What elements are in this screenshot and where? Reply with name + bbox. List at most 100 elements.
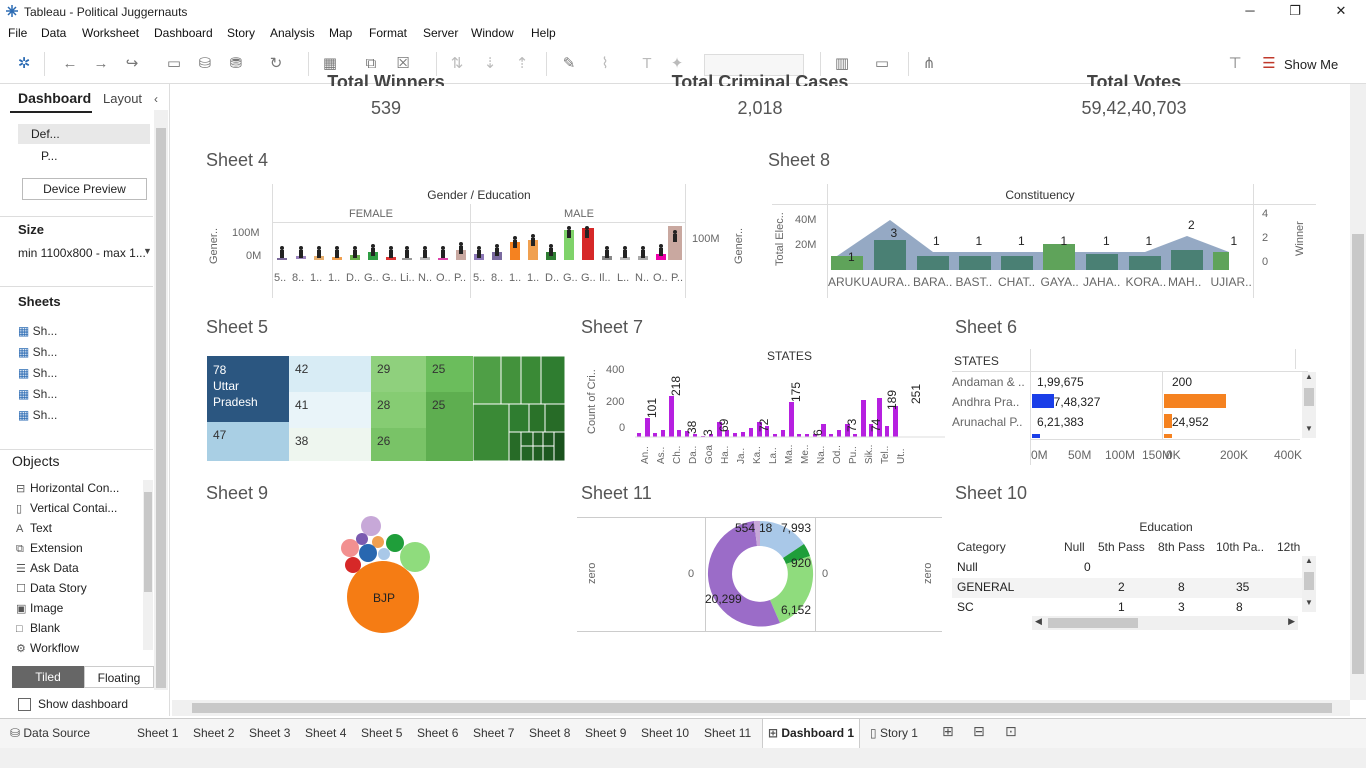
sheet10-hscroll[interactable]: ◀ ▶	[1032, 616, 1298, 630]
treemap-cell[interactable]: 25	[426, 356, 473, 392]
object-item[interactable]: ☐ Data Story	[16, 581, 87, 595]
menu-format[interactable]: Format	[369, 26, 408, 40]
new-worksheet-icon[interactable]: ▦	[322, 55, 338, 72]
dashboard-hscroll[interactable]	[172, 700, 1350, 716]
sheet6-scrollbar[interactable]: ▲ ▼	[1302, 372, 1316, 438]
fit-dropdown[interactable]	[704, 54, 804, 76]
device-phone[interactable]: P...	[41, 149, 58, 163]
tab-sheet-6[interactable]: Sheet 6	[417, 726, 458, 740]
menu-file[interactable]: File	[8, 26, 28, 40]
scroll-up-icon[interactable]: ▲	[1305, 372, 1313, 381]
show-me-icon[interactable]: ☰	[1262, 55, 1276, 72]
treemap-cell[interactable]: 41	[289, 392, 371, 428]
tiled-button[interactable]: Tiled	[12, 666, 84, 688]
tab-layout[interactable]: Layout	[103, 91, 143, 106]
tab-sheet-1[interactable]: Sheet 1	[137, 726, 178, 740]
tab-sheet-7[interactable]: Sheet 7	[473, 726, 514, 740]
objects-scrollbar[interactable]	[143, 480, 153, 650]
device-preview-button[interactable]: Device Preview	[22, 178, 147, 200]
sheet-list-item[interactable]: ▦ Sh...	[18, 408, 57, 422]
scroll-down-icon[interactable]: ▼	[1305, 424, 1313, 433]
swap-rows-columns-icon[interactable]: ⇅	[450, 55, 464, 72]
treemap-cell[interactable]: 38	[289, 428, 371, 461]
menu-window[interactable]: Window	[471, 26, 514, 40]
pause-auto-update-icon[interactable]: ⛃	[229, 55, 243, 72]
undo-icon[interactable]: ←	[62, 55, 78, 72]
highlight-icon[interactable]: ✎	[562, 55, 576, 72]
object-item[interactable]: ⚙ Workflow	[16, 641, 79, 655]
treemap-cell[interactable]: 42	[289, 356, 371, 392]
tab-sheet-5[interactable]: Sheet 5	[361, 726, 402, 740]
restore-button[interactable]: ❐	[1289, 3, 1301, 18]
tableau-home-icon[interactable]: ✲	[17, 55, 31, 72]
treemap-cell[interactable]: 47	[207, 422, 289, 461]
fix-axes-icon[interactable]: ✦	[670, 55, 684, 72]
sheet10-vscroll[interactable]: ▲ ▼	[1302, 556, 1316, 612]
duplicate-sheet-icon[interactable]: ⧉	[365, 55, 377, 72]
scroll-up-icon[interactable]: ▲	[1305, 556, 1313, 565]
show-me-label[interactable]: Show Me	[1284, 57, 1339, 72]
size-dropdown[interactable]: min 1100x800 - max 1...	[18, 246, 146, 260]
tab-sheet-4[interactable]: Sheet 4	[305, 726, 346, 740]
menu-worksheet[interactable]: Worksheet	[82, 26, 140, 40]
tab-sheet-11[interactable]: Sheet 11	[704, 726, 751, 740]
tab-sheet-9[interactable]: Sheet 9	[585, 726, 626, 740]
collapse-pane-icon[interactable]: ‹	[154, 92, 158, 106]
share-icon[interactable]: ⋔	[922, 55, 936, 72]
sheet-list-item[interactable]: ▦ Sh...	[18, 387, 57, 401]
object-item[interactable]: A Text	[16, 521, 52, 535]
show-cards-icon[interactable]: ▥	[834, 55, 850, 72]
tab-sheet-3[interactable]: Sheet 3	[249, 726, 290, 740]
device-default[interactable]: Def...	[31, 127, 60, 141]
floating-button[interactable]: Floating	[84, 666, 154, 688]
show-dashboard-title-checkbox[interactable]	[18, 698, 31, 711]
menu-help[interactable]: Help	[531, 26, 556, 40]
new-dashboard-tab-icon[interactable]: ⊟	[973, 723, 985, 739]
tab-dashboard[interactable]: Dashboard	[18, 90, 92, 106]
sort-ascending-icon[interactable]: ⇣	[483, 55, 497, 72]
scroll-right-icon[interactable]: ▶	[1288, 616, 1295, 626]
sheet-list-item[interactable]: ▦ Sh...	[18, 366, 57, 380]
object-item[interactable]: ▯ Vertical Contai...	[16, 501, 117, 515]
scroll-thumb[interactable]	[1304, 388, 1314, 406]
treemap-cell[interactable]: 25	[426, 392, 473, 461]
presentation-mode-icon[interactable]: ▭	[874, 55, 890, 72]
object-item[interactable]: ⧉ Extension	[16, 541, 83, 556]
close-button[interactable]: ✕	[1335, 3, 1347, 18]
object-item[interactable]: ⊟ Horizontal Con...	[16, 481, 119, 495]
group-members-icon[interactable]: ⌇	[601, 55, 609, 72]
menu-map[interactable]: Map	[329, 26, 353, 40]
new-worksheet-tab-icon[interactable]: ⊞	[942, 723, 954, 739]
treemap-cell[interactable]: 26	[371, 428, 426, 461]
scroll-down-icon[interactable]: ▼	[1305, 598, 1313, 607]
size-dropdown-arrow-icon[interactable]: ▼	[143, 246, 152, 256]
show-mark-labels-icon[interactable]: T	[642, 55, 652, 72]
scroll-thumb[interactable]	[1304, 572, 1314, 590]
menu-story[interactable]: Story	[227, 26, 256, 40]
tab-sheet-2[interactable]: Sheet 2	[193, 726, 234, 740]
tab-data-source[interactable]: ⛁ Data Source	[10, 726, 90, 740]
menu-server[interactable]: Server	[423, 26, 459, 40]
object-item[interactable]: ▣ Image	[16, 601, 63, 615]
treemap-cell[interactable]: 78 Uttar Pradesh	[207, 356, 289, 422]
tab-story-1[interactable]: ▯ Story 1	[870, 726, 918, 740]
menu-data[interactable]: Data	[41, 26, 67, 40]
object-item[interactable]: ☰ Ask Data	[16, 561, 79, 575]
tab-sheet-10[interactable]: Sheet 10	[641, 726, 689, 740]
tab-sheet-8[interactable]: Sheet 8	[529, 726, 570, 740]
sort-descending-icon[interactable]: ⇡	[515, 55, 529, 72]
left-pane-scrollbar[interactable]	[154, 110, 168, 690]
format-workbook-icon[interactable]: ⊤	[1228, 55, 1242, 72]
save-icon[interactable]: ▭	[166, 55, 182, 72]
sheet-list-item[interactable]: ▦ Sh...	[18, 324, 57, 338]
dashboard-vscroll[interactable]	[1350, 84, 1366, 700]
treemap-cell[interactable]: 29	[371, 356, 426, 392]
new-data-source-icon[interactable]: ⛁	[198, 55, 212, 72]
clear-sheet-icon[interactable]: ☒	[396, 55, 410, 72]
refresh-icon[interactable]: ↻	[269, 55, 283, 72]
minimize-button[interactable]: ─	[1245, 3, 1255, 18]
menu-dashboard[interactable]: Dashboard	[154, 26, 213, 40]
treemap-cell[interactable]: 28	[371, 392, 426, 428]
scroll-thumb[interactable]	[1048, 618, 1138, 628]
device-default-row[interactable]	[18, 124, 150, 144]
